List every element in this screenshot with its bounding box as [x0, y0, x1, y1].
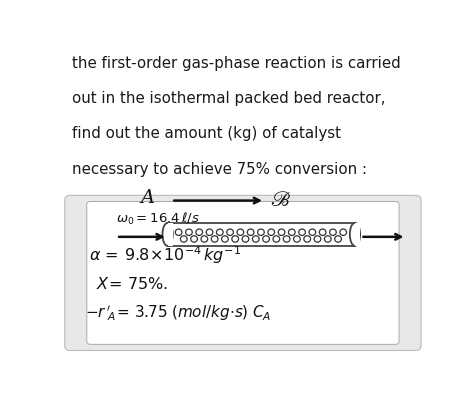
Ellipse shape [247, 229, 254, 235]
Ellipse shape [217, 229, 223, 235]
Text: A: A [140, 189, 154, 207]
Ellipse shape [232, 236, 238, 242]
Ellipse shape [268, 229, 274, 235]
Ellipse shape [227, 229, 233, 235]
Text: $-r\,'\!_A\!=\,3.75\;(mol/kg{\cdot}s)\;C_A$: $-r\,'\!_A\!=\,3.75\;(mol/kg{\cdot}s)\;C… [85, 304, 271, 323]
FancyBboxPatch shape [168, 223, 173, 246]
Ellipse shape [263, 236, 269, 242]
Ellipse shape [206, 229, 213, 235]
Ellipse shape [191, 236, 197, 242]
Ellipse shape [257, 229, 264, 235]
Ellipse shape [283, 236, 290, 242]
Ellipse shape [289, 229, 295, 235]
Text: necessary to achieve 75% conversion :: necessary to achieve 75% conversion : [72, 162, 367, 176]
Ellipse shape [329, 229, 336, 235]
Text: out in the isothermal packed bed reactor,: out in the isothermal packed bed reactor… [72, 91, 386, 106]
Ellipse shape [253, 236, 259, 242]
Ellipse shape [273, 236, 280, 242]
Ellipse shape [319, 229, 326, 235]
Ellipse shape [186, 229, 192, 235]
Ellipse shape [278, 229, 285, 235]
FancyBboxPatch shape [168, 223, 355, 246]
Ellipse shape [196, 229, 202, 235]
Ellipse shape [211, 236, 218, 242]
Ellipse shape [304, 236, 310, 242]
Ellipse shape [293, 236, 300, 242]
Text: the first-order gas-phase reaction is carried: the first-order gas-phase reaction is ca… [72, 55, 401, 71]
Ellipse shape [163, 223, 173, 246]
Ellipse shape [309, 229, 316, 235]
Text: $\mathscr{B}$: $\mathscr{B}$ [271, 190, 292, 210]
FancyBboxPatch shape [87, 201, 399, 344]
Ellipse shape [201, 236, 208, 242]
Ellipse shape [299, 229, 305, 235]
Ellipse shape [175, 229, 182, 235]
Ellipse shape [181, 236, 187, 242]
Ellipse shape [314, 236, 321, 242]
Text: find out the amount (kg) of catalyst: find out the amount (kg) of catalyst [72, 126, 341, 141]
Ellipse shape [340, 229, 346, 235]
Ellipse shape [237, 229, 244, 235]
Text: $\alpha_{\,}=\,9.8\!\times\!10^{-4}\,kg^{-1}$: $\alpha_{\,}=\,9.8\!\times\!10^{-4}\,kg^… [89, 245, 241, 267]
FancyBboxPatch shape [65, 196, 421, 350]
Ellipse shape [350, 223, 360, 246]
Ellipse shape [242, 236, 249, 242]
Text: $\omega_0{=}16.4\,\ell/s$: $\omega_0{=}16.4\,\ell/s$ [116, 211, 200, 227]
FancyBboxPatch shape [355, 223, 360, 246]
Ellipse shape [324, 236, 331, 242]
Text: $X\!=\,75\%.$: $X\!=\,75\%.$ [96, 276, 168, 292]
Ellipse shape [335, 236, 341, 242]
Ellipse shape [221, 236, 228, 242]
